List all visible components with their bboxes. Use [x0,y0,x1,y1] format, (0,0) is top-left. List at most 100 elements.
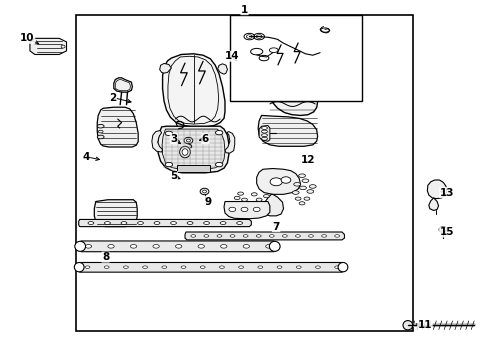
Ellipse shape [200,266,205,269]
Ellipse shape [88,222,94,225]
Text: 14: 14 [224,51,239,61]
Polygon shape [217,64,227,74]
Ellipse shape [165,131,172,135]
Ellipse shape [257,266,262,269]
Text: 2: 2 [109,93,116,103]
Polygon shape [114,78,132,92]
Polygon shape [159,63,171,73]
Text: 6: 6 [202,134,209,144]
Ellipse shape [282,235,286,237]
Ellipse shape [75,241,85,251]
Polygon shape [80,241,276,252]
Ellipse shape [104,222,110,225]
Ellipse shape [236,222,242,225]
Polygon shape [158,126,228,173]
Ellipse shape [241,207,247,212]
Ellipse shape [108,244,114,248]
Text: 15: 15 [439,227,453,237]
Polygon shape [256,168,300,194]
Ellipse shape [277,266,282,269]
Ellipse shape [219,266,224,269]
Ellipse shape [256,235,261,237]
Ellipse shape [269,178,282,186]
Ellipse shape [238,266,243,269]
Ellipse shape [215,162,223,167]
Ellipse shape [121,222,126,225]
Text: 9: 9 [204,197,211,207]
Ellipse shape [281,177,290,183]
Ellipse shape [304,197,309,200]
Ellipse shape [97,135,104,139]
Ellipse shape [298,174,305,177]
Polygon shape [258,116,317,146]
Text: 13: 13 [439,188,453,198]
Ellipse shape [299,186,306,190]
Polygon shape [94,200,137,226]
Ellipse shape [104,266,109,269]
Bar [76,15,412,330]
Polygon shape [264,38,317,116]
Ellipse shape [269,241,280,251]
Ellipse shape [438,226,446,232]
Text: 8: 8 [102,252,109,262]
Ellipse shape [200,188,208,195]
Ellipse shape [243,235,247,237]
Ellipse shape [256,198,262,201]
Ellipse shape [181,266,185,269]
Text: 12: 12 [300,155,314,165]
Ellipse shape [337,262,347,272]
Ellipse shape [292,191,299,194]
Ellipse shape [97,125,104,128]
Ellipse shape [261,137,267,140]
Ellipse shape [198,244,204,248]
Ellipse shape [261,130,267,133]
Polygon shape [184,232,344,240]
Text: 10: 10 [20,33,35,43]
Ellipse shape [215,131,223,135]
Text: 3: 3 [170,134,177,144]
Ellipse shape [142,266,147,269]
Polygon shape [152,131,162,152]
Text: 11: 11 [417,320,431,330]
Ellipse shape [203,222,209,225]
Polygon shape [224,132,234,153]
Ellipse shape [220,244,226,248]
Polygon shape [79,220,251,226]
Ellipse shape [309,185,316,188]
Polygon shape [97,107,138,147]
Ellipse shape [137,222,143,225]
Polygon shape [79,262,344,272]
Ellipse shape [175,244,182,248]
Ellipse shape [261,134,267,136]
Ellipse shape [296,266,301,269]
Text: 4: 4 [82,152,89,162]
Polygon shape [30,39,66,54]
Ellipse shape [295,197,301,200]
Ellipse shape [321,235,326,237]
Ellipse shape [269,235,274,237]
Ellipse shape [334,235,339,237]
Bar [229,15,361,101]
Ellipse shape [85,244,91,248]
Ellipse shape [402,320,412,330]
Ellipse shape [153,244,159,248]
Text: 1: 1 [241,5,247,15]
Ellipse shape [263,194,269,198]
Ellipse shape [182,149,187,155]
Ellipse shape [190,235,195,237]
Polygon shape [263,194,283,216]
Ellipse shape [265,244,271,248]
Polygon shape [162,129,224,169]
Ellipse shape [74,262,84,272]
Ellipse shape [440,228,444,231]
Ellipse shape [217,235,222,237]
Polygon shape [428,198,438,211]
Ellipse shape [154,222,160,225]
Ellipse shape [334,266,339,269]
Ellipse shape [203,235,208,237]
Ellipse shape [293,183,300,186]
Ellipse shape [162,266,166,269]
Bar [177,165,210,172]
Ellipse shape [187,222,193,225]
Ellipse shape [253,207,260,212]
